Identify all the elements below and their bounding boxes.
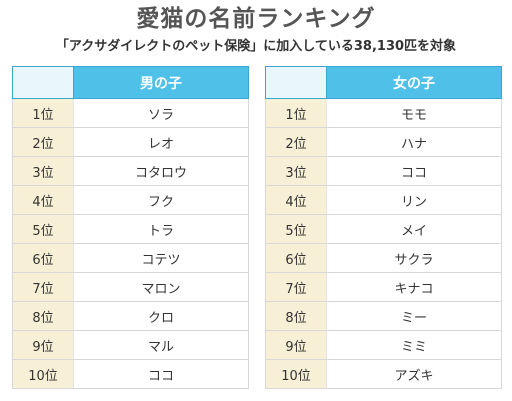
- table-header-female: 女の子: [326, 66, 502, 99]
- rank-cell: 7位: [265, 272, 327, 302]
- table-header-row: 男の子: [12, 66, 249, 99]
- rank-cell: 10位: [12, 359, 74, 389]
- table-header-row: 女の子: [265, 66, 502, 99]
- name-cell: コテツ: [73, 243, 249, 273]
- table-row: 7位 キナコ: [265, 272, 502, 302]
- name-cell: サクラ: [326, 243, 502, 273]
- table-row: 8位 クロ: [12, 301, 249, 331]
- name-cell: トラ: [73, 214, 249, 244]
- rank-cell: 9位: [265, 330, 327, 360]
- name-cell: ハナ: [326, 127, 502, 157]
- name-cell: クロ: [73, 301, 249, 331]
- table-row: 9位 マル: [12, 330, 249, 360]
- ranking-table-female: 女の子 1位 モモ 2位 ハナ 3位 ココ 4位 リン 5位 メイ 6位 サクラ 7位 キナコ…: [265, 66, 502, 389]
- table-row: 5位 トラ: [12, 214, 249, 244]
- table-row: 4位 リン: [265, 185, 502, 215]
- page-title: 愛猫の名前ランキング: [136, 6, 376, 32]
- rank-cell: 1位: [12, 98, 74, 128]
- rank-cell: 2位: [265, 127, 327, 157]
- ranking-table-male: 男の子 1位 ソラ 2位 レオ 3位 コタロウ 4位 フク 5位 トラ 6位 コテツ 7位マ…: [12, 66, 249, 389]
- name-cell: アズキ: [326, 359, 502, 389]
- rank-cell: 1位: [265, 98, 327, 128]
- table-row: 2位 ハナ: [265, 127, 502, 157]
- table-row: 4位 フク: [12, 185, 249, 215]
- name-cell: メイ: [326, 214, 502, 244]
- name-cell: ミー: [326, 301, 502, 331]
- rank-cell: 4位: [265, 185, 327, 215]
- table-row: 6位 サクラ: [265, 243, 502, 273]
- table-header-male: 男の子: [73, 66, 249, 99]
- rank-cell: 9位: [12, 330, 74, 360]
- name-cell: ココ: [73, 359, 249, 389]
- rank-cell: 10位: [265, 359, 327, 389]
- table-row: 1位 ソラ: [12, 98, 249, 128]
- rank-cell: 6位: [12, 243, 74, 273]
- rank-cell: 6位: [265, 243, 327, 273]
- table-row: 3位 コタロウ: [12, 156, 249, 186]
- rank-cell: 8位: [12, 301, 74, 331]
- table-row: 7位 マロン: [12, 272, 249, 302]
- rank-cell: 5位: [265, 214, 327, 244]
- rank-cell: 8位: [265, 301, 327, 331]
- table-row: 10位 アズキ: [265, 359, 502, 389]
- name-cell: マロン: [73, 272, 249, 302]
- table-row: 2位 レオ: [12, 127, 249, 157]
- rank-cell: 5位: [12, 214, 74, 244]
- name-cell: ココ: [326, 156, 502, 186]
- rank-cell: 4位: [12, 185, 74, 215]
- table-row: 3位 ココ: [265, 156, 502, 186]
- name-cell: ミミ: [326, 330, 502, 360]
- name-cell: マル: [73, 330, 249, 360]
- name-cell: キナコ: [326, 272, 502, 302]
- header-corner-cell: [265, 66, 327, 99]
- rank-cell: 3位: [12, 156, 74, 186]
- name-cell: モモ: [326, 98, 502, 128]
- table-row: 10位 ココ: [12, 359, 249, 389]
- table-row: 5位 メイ: [265, 214, 502, 244]
- rank-cell: 2位: [12, 127, 74, 157]
- table-row: 6位 コテツ: [12, 243, 249, 273]
- name-cell: レオ: [73, 127, 249, 157]
- rank-cell: 3位: [265, 156, 327, 186]
- name-cell: フク: [73, 185, 249, 215]
- page-subtitle: 「アクサダイレクトのペット保険」に加入している38,130匹を対象: [55, 39, 457, 54]
- table-row: 9位 ミミ: [265, 330, 502, 360]
- name-cell: リン: [326, 185, 502, 215]
- table-row: 8位 ミー: [265, 301, 502, 331]
- name-cell: コタロウ: [73, 156, 249, 186]
- header-corner-cell: [12, 66, 74, 99]
- rank-cell: 7位: [12, 272, 74, 302]
- table-row: 1位 モモ: [265, 98, 502, 128]
- name-cell: ソラ: [73, 98, 249, 128]
